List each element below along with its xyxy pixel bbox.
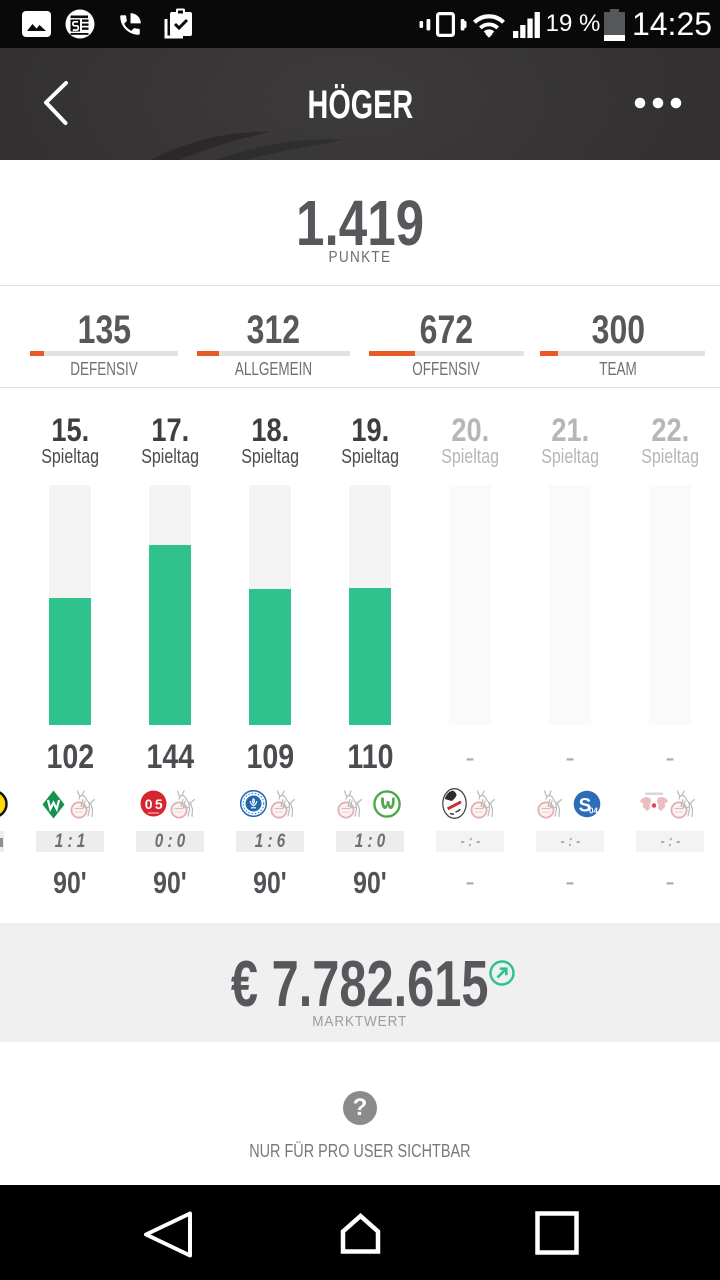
- svg-text:5: 5: [155, 796, 163, 812]
- svg-text:04: 04: [589, 807, 598, 816]
- svg-text:S: S: [579, 796, 592, 817]
- svg-text:0: 0: [145, 796, 153, 812]
